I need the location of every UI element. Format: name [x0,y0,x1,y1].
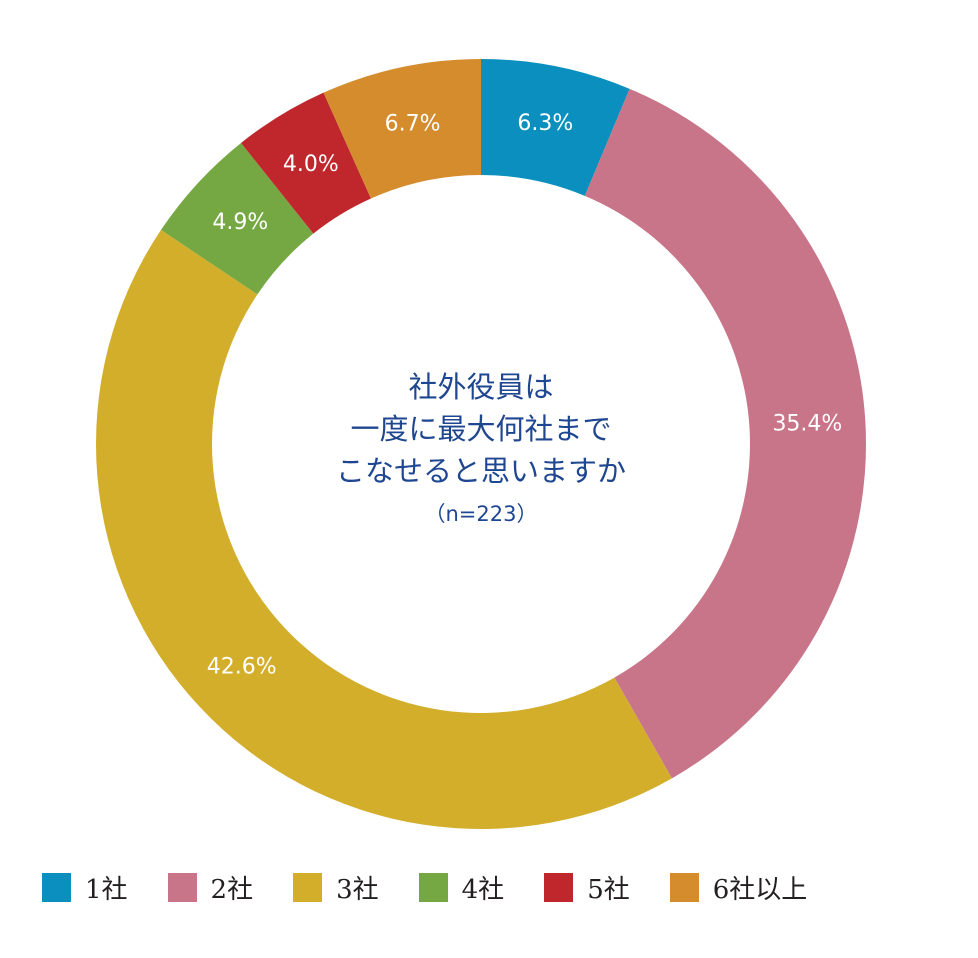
slice-value-label-6: 6.7% [385,112,441,137]
legend-item-5: 5社 [544,869,630,906]
legend-label-3: 3社 [336,874,379,905]
sample-size-note: （n=223） [424,502,538,526]
slice-value-label-2: 35.4% [772,411,842,436]
legend-swatch-6 [669,872,699,902]
center-title-line-2: 一度に最大何社まで [350,412,612,446]
donut-slice-1 [481,59,630,196]
center-title-line-3: こなせると思いますか [335,454,626,488]
legend-item-4: 4社 [418,869,505,906]
legend-swatch-1 [42,872,71,902]
slice-value-label-3: 42.6% [207,654,277,679]
legend-swatch-3 [293,872,323,902]
donut-slice-4 [161,142,314,295]
legend-swatch-4 [418,872,448,902]
legend-label-5: 5社 [587,874,630,905]
legend-item-3: 3社 [293,869,379,906]
chart-center-title: 社外役員は 一度に最大何社まで こなせると思いますか [281,366,681,492]
donut-slice-6 [323,59,481,199]
donut-slice-3 [95,229,672,829]
donut-slice-2 [584,88,866,779]
legend-label-4: 4社 [461,874,505,905]
legend-swatch-5 [544,872,574,902]
chart-legend: 1社 2社 3社 4社 5社 6社以上 [42,869,847,905]
legend-item-6: 6社以上 [669,869,808,906]
legend-label-2: 2社 [210,874,254,905]
donut-slice-5 [241,92,371,234]
legend-label-1: 1社 [85,874,128,905]
slice-value-label-1: 6.3% [517,111,573,136]
legend-swatch-2 [167,872,197,902]
legend-label-6: 6社以上 [712,874,808,905]
legend-item-2: 2社 [167,869,254,906]
slice-value-label-4: 4.9% [212,210,268,235]
legend-item-1: 1社 [42,869,128,906]
slice-value-label-5: 4.0% [283,152,339,177]
center-title-line-1: 社外役員は [408,370,554,404]
